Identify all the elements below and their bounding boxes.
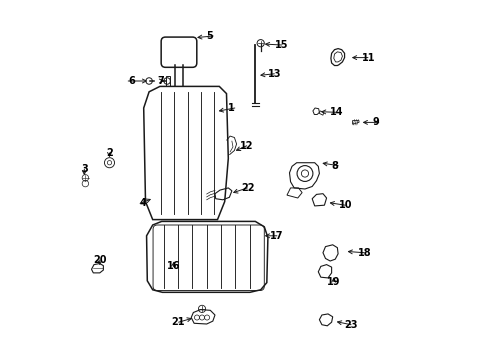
Text: 15: 15: [275, 40, 288, 50]
Text: 18: 18: [357, 248, 371, 258]
Text: 9: 9: [371, 117, 378, 127]
Text: 12: 12: [240, 141, 253, 151]
Text: 3: 3: [81, 164, 87, 174]
Text: 2: 2: [106, 148, 113, 158]
Text: 19: 19: [326, 276, 340, 287]
Text: 5: 5: [206, 31, 213, 41]
Text: 17: 17: [270, 231, 284, 241]
Text: 21: 21: [171, 317, 185, 327]
Text: 4: 4: [140, 198, 146, 208]
Text: 14: 14: [329, 107, 343, 117]
Text: 10: 10: [338, 200, 351, 210]
Text: 8: 8: [331, 161, 338, 171]
Text: 20: 20: [93, 255, 106, 265]
Text: 7: 7: [157, 76, 164, 86]
Text: 23: 23: [344, 320, 357, 330]
Text: 1: 1: [228, 103, 235, 113]
Text: 16: 16: [167, 261, 180, 271]
Text: 6: 6: [128, 76, 134, 86]
Text: 11: 11: [361, 53, 374, 63]
Text: 22: 22: [241, 183, 254, 193]
Text: 13: 13: [267, 69, 281, 79]
